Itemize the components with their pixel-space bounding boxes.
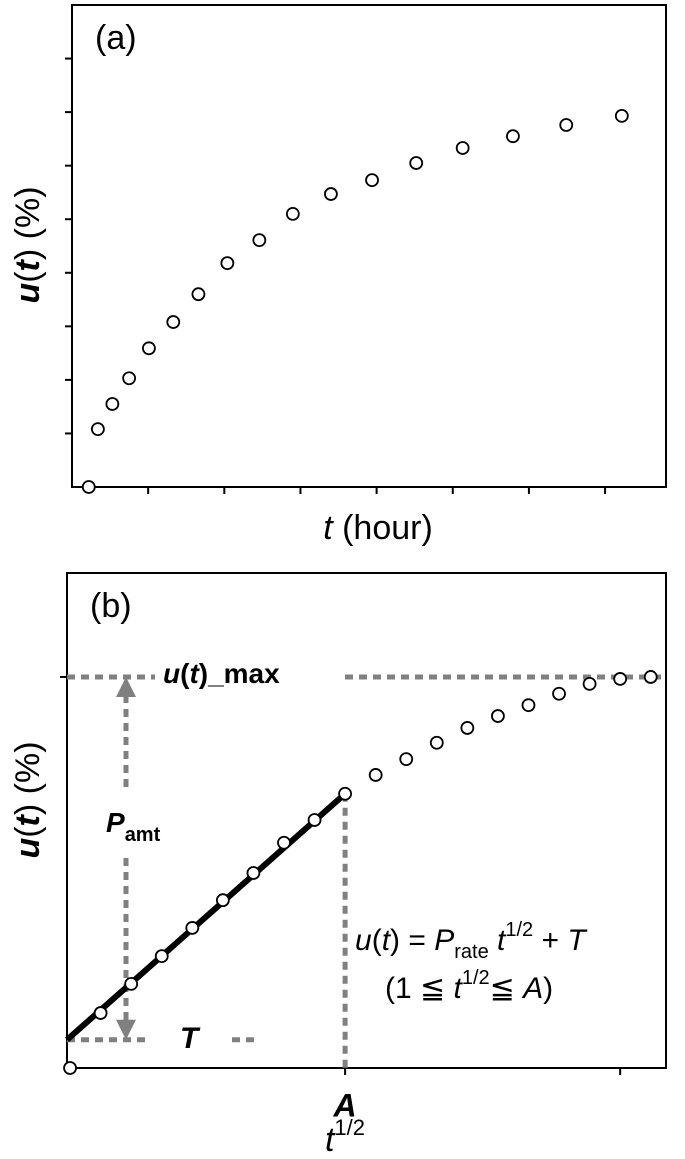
data-point bbox=[338, 786, 353, 801]
arrow-head bbox=[116, 676, 136, 697]
data-point bbox=[582, 676, 597, 691]
data-point bbox=[90, 422, 105, 437]
data-point bbox=[429, 735, 444, 750]
max-label: u(t)_max bbox=[163, 658, 280, 689]
data-point bbox=[220, 256, 235, 271]
fit-line bbox=[65, 791, 348, 1043]
data-point bbox=[142, 341, 156, 356]
data-point bbox=[559, 118, 574, 132]
panel-label: (a) bbox=[95, 19, 137, 57]
data-point bbox=[252, 233, 267, 248]
data-point bbox=[215, 893, 230, 908]
equation: u(t) = Prate t1/2 + T bbox=[355, 919, 588, 963]
data-point bbox=[154, 949, 169, 964]
x-axis-label: t1/2 bbox=[325, 1115, 365, 1159]
data-point bbox=[491, 709, 505, 723]
data-point bbox=[365, 173, 379, 188]
frame-a bbox=[71, 4, 667, 488]
data-point bbox=[506, 129, 520, 144]
data-point bbox=[285, 206, 300, 221]
frame-b bbox=[66, 572, 667, 1069]
data-point bbox=[93, 1006, 108, 1020]
data-point bbox=[643, 670, 658, 684]
data-point bbox=[122, 371, 137, 386]
data-point bbox=[552, 686, 566, 701]
data-point bbox=[81, 480, 96, 494]
data-point bbox=[277, 835, 291, 850]
range-note: (1 ≦ t1/2≦ A) bbox=[385, 967, 553, 1005]
data-point bbox=[399, 752, 414, 767]
data-point bbox=[246, 866, 261, 880]
panel-label: (b) bbox=[90, 587, 132, 625]
intercept-label: T bbox=[180, 1022, 201, 1055]
data-point bbox=[409, 156, 424, 170]
data-point bbox=[185, 921, 200, 935]
data-point bbox=[614, 108, 629, 123]
data-point bbox=[324, 187, 338, 201]
y-axis-label: u(t) (%) bbox=[9, 741, 47, 858]
data-point bbox=[613, 672, 628, 686]
data-point bbox=[460, 721, 475, 735]
data-point bbox=[166, 315, 181, 329]
x-tick-label: A bbox=[333, 1087, 357, 1123]
data-point bbox=[307, 813, 322, 827]
data-point bbox=[191, 287, 206, 302]
data-point bbox=[124, 976, 139, 991]
data-point bbox=[105, 397, 120, 411]
amount-label: Pamt bbox=[106, 807, 161, 846]
x-axis-label: t (hour) bbox=[323, 509, 433, 547]
data-point bbox=[63, 1061, 77, 1075]
arrow-head bbox=[116, 1019, 136, 1040]
data-point bbox=[455, 141, 470, 155]
data-point bbox=[521, 698, 536, 713]
data-point bbox=[368, 768, 383, 782]
y-axis-label: u(t) (%) bbox=[9, 186, 47, 303]
